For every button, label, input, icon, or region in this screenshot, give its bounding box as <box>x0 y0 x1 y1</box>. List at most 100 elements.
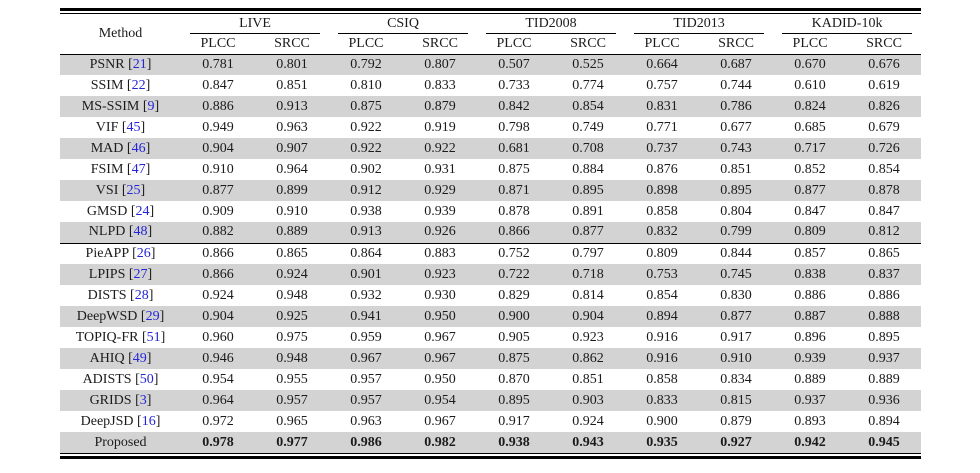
value-cell: 0.786 <box>720 98 752 114</box>
citation-ref[interactable]: 24 <box>135 203 150 219</box>
value-cell: 0.877 <box>551 222 626 244</box>
bottom-rule-thin <box>60 453 921 454</box>
value-cell: 0.814 <box>572 287 604 303</box>
method-cell: VSI [25] <box>60 180 181 201</box>
citation-bracket-open: [ <box>126 140 132 156</box>
value-cell: 0.812 <box>847 222 922 244</box>
citation-ref[interactable]: 3 <box>139 392 147 408</box>
value-cell: 0.851 <box>720 161 752 177</box>
citation-ref[interactable]: 21 <box>132 56 147 72</box>
citation-bracket-close: ] <box>145 161 151 177</box>
value-cell: 0.957 <box>276 392 308 408</box>
value-cell: 0.909 <box>202 203 234 219</box>
value-cell: 0.664 <box>646 56 678 72</box>
value-cell: 0.898 <box>646 182 678 198</box>
value-cell: 0.886 <box>868 287 900 303</box>
header-row-datasets: Method LIVE CSIQ TID2008 TID2013 KADID-10k <box>60 14 921 55</box>
citation-ref[interactable]: 46 <box>131 140 146 156</box>
value-cell: 0.858 <box>646 203 678 219</box>
citation-ref[interactable]: 29 <box>145 308 160 324</box>
value-cell: 0.937 <box>794 392 826 408</box>
citation-bracket-close: ] <box>146 392 152 408</box>
value-cell: 0.903 <box>572 392 604 408</box>
value-cell: 0.749 <box>572 119 604 135</box>
value-cell: 0.923 <box>572 329 604 345</box>
value-cell: 0.875 <box>498 350 530 366</box>
value-cell: 0.939 <box>424 203 456 219</box>
citation-ref[interactable]: 27 <box>133 266 148 282</box>
method-cell: AHIQ [49] <box>60 348 181 369</box>
value-cell: 0.904 <box>572 308 604 324</box>
citation-ref[interactable]: 49 <box>132 350 147 366</box>
method-label: VSI <box>95 182 119 198</box>
method-label: DeepJSD <box>80 413 134 429</box>
table-body: PSNR [21] 0.781 0.801 0.792 0.807 0.507 0.525 0… <box>60 54 922 453</box>
value-cell: 0.938 <box>498 434 530 450</box>
citation-ref[interactable]: 45 <box>126 119 141 135</box>
citation-ref[interactable]: 51 <box>146 329 161 345</box>
table-row: ADISTS [50] 0.954 0.955 0.957 0.950 0.870 0.85… <box>60 369 921 390</box>
value-cell: 0.877 <box>794 182 826 198</box>
citation-bracket-open: [ <box>126 77 132 93</box>
method-label: PieAPP <box>85 245 129 261</box>
citation-ref[interactable]: 9 <box>147 98 155 114</box>
value-cell: 0.924 <box>276 266 308 282</box>
value-cell: 0.889 <box>255 222 330 244</box>
citation-ref[interactable]: 48 <box>133 224 148 240</box>
top-rule-thin <box>60 13 921 14</box>
metric-header: PLCC <box>773 34 848 55</box>
value-cell: 0.875 <box>350 98 382 114</box>
method-label: TOPIQ-FR <box>75 329 139 345</box>
value-cell: 0.888 <box>868 308 900 324</box>
citation-bracket-open: [ <box>130 203 136 219</box>
method-cell: VIF [45] <box>60 117 181 138</box>
citation-bracket-close: ] <box>146 350 152 366</box>
citation-ref[interactable]: 16 <box>141 413 156 429</box>
table-row: VIF [45] 0.949 0.963 0.922 0.919 0.798 0.749 0.… <box>60 117 921 138</box>
value-cell: 0.895 <box>572 182 604 198</box>
value-cell: 0.757 <box>646 77 678 93</box>
value-cell: 0.941 <box>350 308 382 324</box>
metric-header: PLCC <box>329 34 404 55</box>
citation-bracket-close: ] <box>140 182 146 198</box>
value-cell: 0.935 <box>646 434 678 450</box>
results-table: Method LIVE CSIQ TID2008 TID2013 KADID-10k P… <box>60 14 922 453</box>
method-label: ADISTS <box>82 371 132 387</box>
value-cell: 0.809 <box>646 245 678 261</box>
value-cell: 0.864 <box>350 245 382 261</box>
metric-header: PLCC <box>181 34 255 55</box>
dataset-header-tid2008: TID2008 <box>477 14 625 34</box>
value-cell: 0.964 <box>276 161 308 177</box>
citation-ref[interactable]: 26 <box>136 245 151 261</box>
value-cell: 0.726 <box>868 140 900 156</box>
value-cell: 0.737 <box>646 140 678 156</box>
value-cell: 0.982 <box>424 434 456 450</box>
value-cell: 0.865 <box>276 245 308 261</box>
value-cell: 0.948 <box>276 350 308 366</box>
method-cell: Proposed <box>60 432 181 453</box>
value-cell: 0.936 <box>868 392 900 408</box>
citation-ref[interactable]: 28 <box>134 287 149 303</box>
citation-bracket-close: ] <box>150 245 156 261</box>
value-cell: 0.862 <box>572 350 604 366</box>
dataset-header-label: KADID-10k <box>782 16 913 34</box>
value-cell: 0.879 <box>720 413 752 429</box>
citation-ref[interactable]: 47 <box>131 161 146 177</box>
method-label: VIF <box>95 119 119 135</box>
value-cell: 0.870 <box>498 371 530 387</box>
value-cell: 0.797 <box>572 245 604 261</box>
value-cell: 0.858 <box>646 371 678 387</box>
method-label: Proposed <box>94 434 147 450</box>
citation-ref[interactable]: 50 <box>139 371 154 387</box>
method-label: MAD <box>90 140 124 156</box>
method-cell: GMSD [24] <box>60 201 181 222</box>
method-label: AHIQ <box>89 350 125 366</box>
value-cell: 0.670 <box>794 56 826 72</box>
value-cell: 0.895 <box>720 182 752 198</box>
citation-ref[interactable]: 22 <box>131 77 146 93</box>
citation-ref[interactable]: 25 <box>126 182 141 198</box>
header-row-metrics: PLCC SRCC PLCC SRCC PLCC SRCC PLCC SRCC PLCC SRCC <box>60 34 922 55</box>
citation-bracket-close: ] <box>146 56 152 72</box>
value-cell: 0.896 <box>794 329 826 345</box>
value-cell: 0.857 <box>794 245 826 261</box>
